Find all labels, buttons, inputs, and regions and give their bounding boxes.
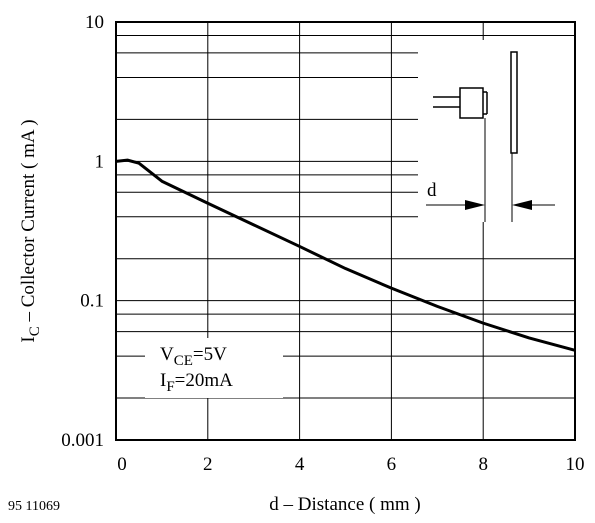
x-tick-label: 0 (117, 454, 127, 475)
y-axis-label: IC – Collector Current ( mA ) (18, 119, 43, 342)
inset-label: d (427, 180, 437, 201)
y-tick-label: 10 (85, 12, 104, 33)
annotation-box (145, 338, 283, 398)
y-tick-label: 0.001 (61, 430, 104, 451)
x-axis-label: d – Distance ( mm ) (269, 494, 420, 515)
x-tick-label: 10 (566, 454, 585, 475)
inset-diagram (426, 51, 555, 222)
x-tick-label: 6 (387, 454, 397, 475)
inset-background (418, 40, 574, 222)
annotation: VCE=5V (160, 344, 227, 369)
x-tick-label: 4 (295, 454, 305, 475)
y-tick-label: 1 (95, 151, 105, 172)
curve (115, 158, 576, 352)
x-tick-label: 2 (203, 454, 213, 475)
x-tick-label: 8 (478, 454, 488, 475)
plot-frame (115, 21, 576, 441)
figure-id: 95 11069 (8, 499, 60, 514)
y-tick-label: 0.1 (80, 291, 104, 312)
annotation: IF=20mA (160, 370, 233, 395)
